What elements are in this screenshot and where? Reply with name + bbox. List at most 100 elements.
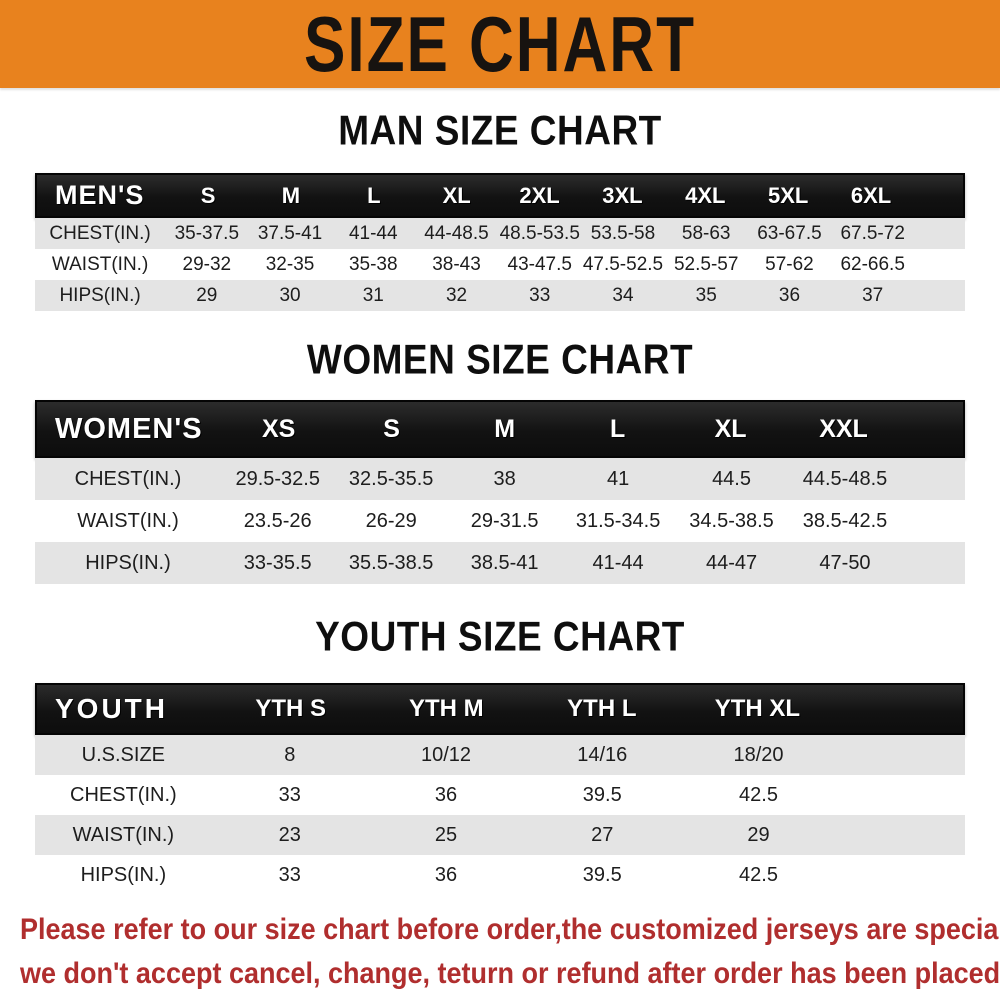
value-cell: 62-66.5 [840, 253, 905, 275]
table-row: WAIST(IN.) 23.5-26 26-29 29-31.5 31.5-34.5 34… [35, 500, 965, 542]
section-heading-men: MAN SIZE CHART [338, 107, 662, 154]
column-header: 6XL [850, 182, 892, 208]
value-cell: 32.5-35.5 [348, 467, 434, 490]
value-cell: 39.5 [582, 783, 622, 806]
column-header: XS [261, 414, 296, 443]
table-row: WAIST(IN.) 29-32 32-35 35-38 38-43 43-47.5 47.… [35, 249, 965, 280]
column-header: S [200, 182, 216, 208]
column-header: YTH XL [714, 695, 801, 722]
value-cell: 44.5 [712, 467, 751, 490]
value-cell: 39.5 [582, 863, 622, 886]
sections: MAN SIZE CHART MEN'S S M L XL 2XL 3XL 4XL 5XL 6XL C… [0, 107, 1000, 895]
value-cell: 8 [284, 743, 296, 766]
value-cell: 18/20 [733, 743, 784, 766]
value-cell: 32-35 [265, 253, 315, 275]
men-size-table: MEN'S S M L XL 2XL 3XL 4XL 5XL 6XL CHEST(IN.) 35-37… [35, 173, 965, 311]
value-cell: 29.5-32.5 [235, 467, 320, 490]
men-table-body: CHEST(IN.) 35-37.5 37.5-41 41-44 44-48.5 48.5… [35, 218, 965, 311]
column-header: YTH S [255, 695, 327, 722]
row-label: HIPS(IN.) [59, 284, 141, 306]
row-label: HIPS(IN.) [80, 863, 167, 886]
value-cell: 14/16 [577, 743, 628, 766]
value-cell: 57-62 [765, 253, 814, 275]
value-cell: 35.5-38.5 [348, 551, 434, 574]
value-cell: 47-50 [819, 551, 871, 574]
table-row: CHEST(IN.) 35-37.5 37.5-41 41-44 44-48.5 48.5… [35, 218, 965, 249]
table-corner-label: YOUTH [55, 693, 168, 724]
value-cell: 31.5-34.5 [575, 509, 661, 532]
value-cell: 33 [278, 783, 301, 806]
value-cell: 33-35.5 [243, 551, 312, 574]
value-cell: 37 [862, 284, 884, 306]
column-header: XL [714, 414, 747, 443]
women-size-table: WOMEN'S XS S M L XL XXL CHEST(IN.) 29.5-32.5 32.5… [35, 400, 965, 584]
value-cell: 10/12 [421, 743, 472, 766]
footer-notice-line1: Please refer to our size chart before or… [20, 913, 1000, 946]
value-cell: 35-37.5 [174, 222, 240, 244]
table-row: HIPS(IN.) 33 36 39.5 42.5 [35, 855, 965, 895]
section-men: MAN SIZE CHART MEN'S S M L XL 2XL 3XL 4XL 5XL 6XL C… [0, 107, 1000, 311]
women-table-body: CHEST(IN.) 29.5-32.5 32.5-35.5 38 41 44.5 44.5… [35, 458, 965, 584]
value-cell: 43-47.5 [507, 253, 572, 275]
row-label: WAIST(IN.) [77, 509, 179, 532]
column-header: YTH M [408, 695, 484, 722]
value-cell: 38-43 [432, 253, 481, 275]
column-header: M [281, 182, 301, 208]
value-cell: 42.5 [739, 783, 778, 806]
section-youth: YOUTH SIZE CHART YOUTH YTH S YTH M YTH L YTH … [0, 613, 1000, 895]
footer-notice-line2: we don't accept cancel, change, teturn o… [20, 956, 1000, 990]
value-cell: 35 [695, 284, 717, 306]
table-row: HIPS(IN.) 33-35.5 35.5-38.5 38.5-41 41-44 44-… [35, 542, 965, 584]
row-label: U.S.SIZE [81, 743, 166, 766]
value-cell: 29 [196, 284, 218, 306]
value-cell: 44-47 [705, 551, 758, 574]
value-cell: 27 [591, 823, 614, 846]
value-cell: 63-67.5 [757, 222, 822, 244]
value-cell: 36 [434, 863, 458, 886]
value-cell: 29 [747, 823, 770, 846]
column-header: S [383, 414, 400, 443]
section-heading-women: WOMEN SIZE CHART [306, 336, 694, 383]
value-cell: 37.5-41 [257, 222, 323, 244]
value-cell: 52.5-57 [673, 253, 739, 275]
value-cell: 32 [445, 284, 468, 306]
column-header: 5XL [768, 182, 809, 208]
column-header: YTH L [567, 695, 637, 722]
footer-notice: Please refer to our size chart before or… [0, 895, 1000, 992]
row-label: HIPS(IN.) [85, 551, 171, 574]
value-cell: 31 [362, 284, 384, 306]
youth-size-table: YOUTH YTH S YTH M YTH L YTH XL U.S.SIZE 8 10/12… [35, 683, 965, 895]
table-row: U.S.SIZE 8 10/12 14/16 18/20 [35, 735, 965, 775]
column-header: 2XL [519, 182, 560, 208]
value-cell: 26-29 [365, 509, 417, 532]
youth-table-header: YOUTH YTH S YTH M YTH L YTH XL [35, 683, 965, 735]
column-header: L [609, 414, 626, 443]
table-corner-label: WOMEN'S [55, 412, 203, 445]
value-cell: 41-44 [348, 222, 398, 244]
value-cell: 33 [278, 863, 301, 886]
table-row: CHEST(IN.) 33 36 39.5 42.5 [35, 775, 965, 815]
value-cell: 44-48.5 [424, 222, 489, 244]
value-cell: 67.5-72 [840, 222, 905, 244]
value-cell: 23.5-26 [243, 509, 312, 532]
value-cell: 34.5-38.5 [689, 509, 774, 532]
row-label: WAIST(IN.) [72, 823, 175, 846]
row-label: WAIST(IN.) [51, 253, 149, 275]
value-cell: 38.5-42.5 [802, 509, 888, 532]
column-header: 4XL [685, 182, 726, 208]
value-cell: 36 [434, 783, 458, 806]
value-cell: 41 [606, 467, 630, 490]
value-cell: 36 [778, 284, 801, 306]
value-cell: 29-31.5 [470, 509, 539, 532]
column-header: XL [442, 182, 471, 208]
value-cell: 42.5 [739, 863, 778, 886]
column-header: 3XL [602, 182, 643, 208]
value-cell: 38 [493, 467, 516, 490]
value-cell: 38.5-41 [470, 551, 539, 574]
value-cell: 53.5-58 [590, 222, 656, 244]
value-cell: 33 [529, 284, 551, 306]
table-row: HIPS(IN.) 29 30 31 32 33 34 35 36 37 [35, 280, 965, 311]
women-table-header: WOMEN'S XS S M L XL XXL [35, 400, 965, 458]
value-cell: 29-32 [182, 253, 232, 275]
size-chart-banner: SIZE CHART [0, 0, 1000, 88]
